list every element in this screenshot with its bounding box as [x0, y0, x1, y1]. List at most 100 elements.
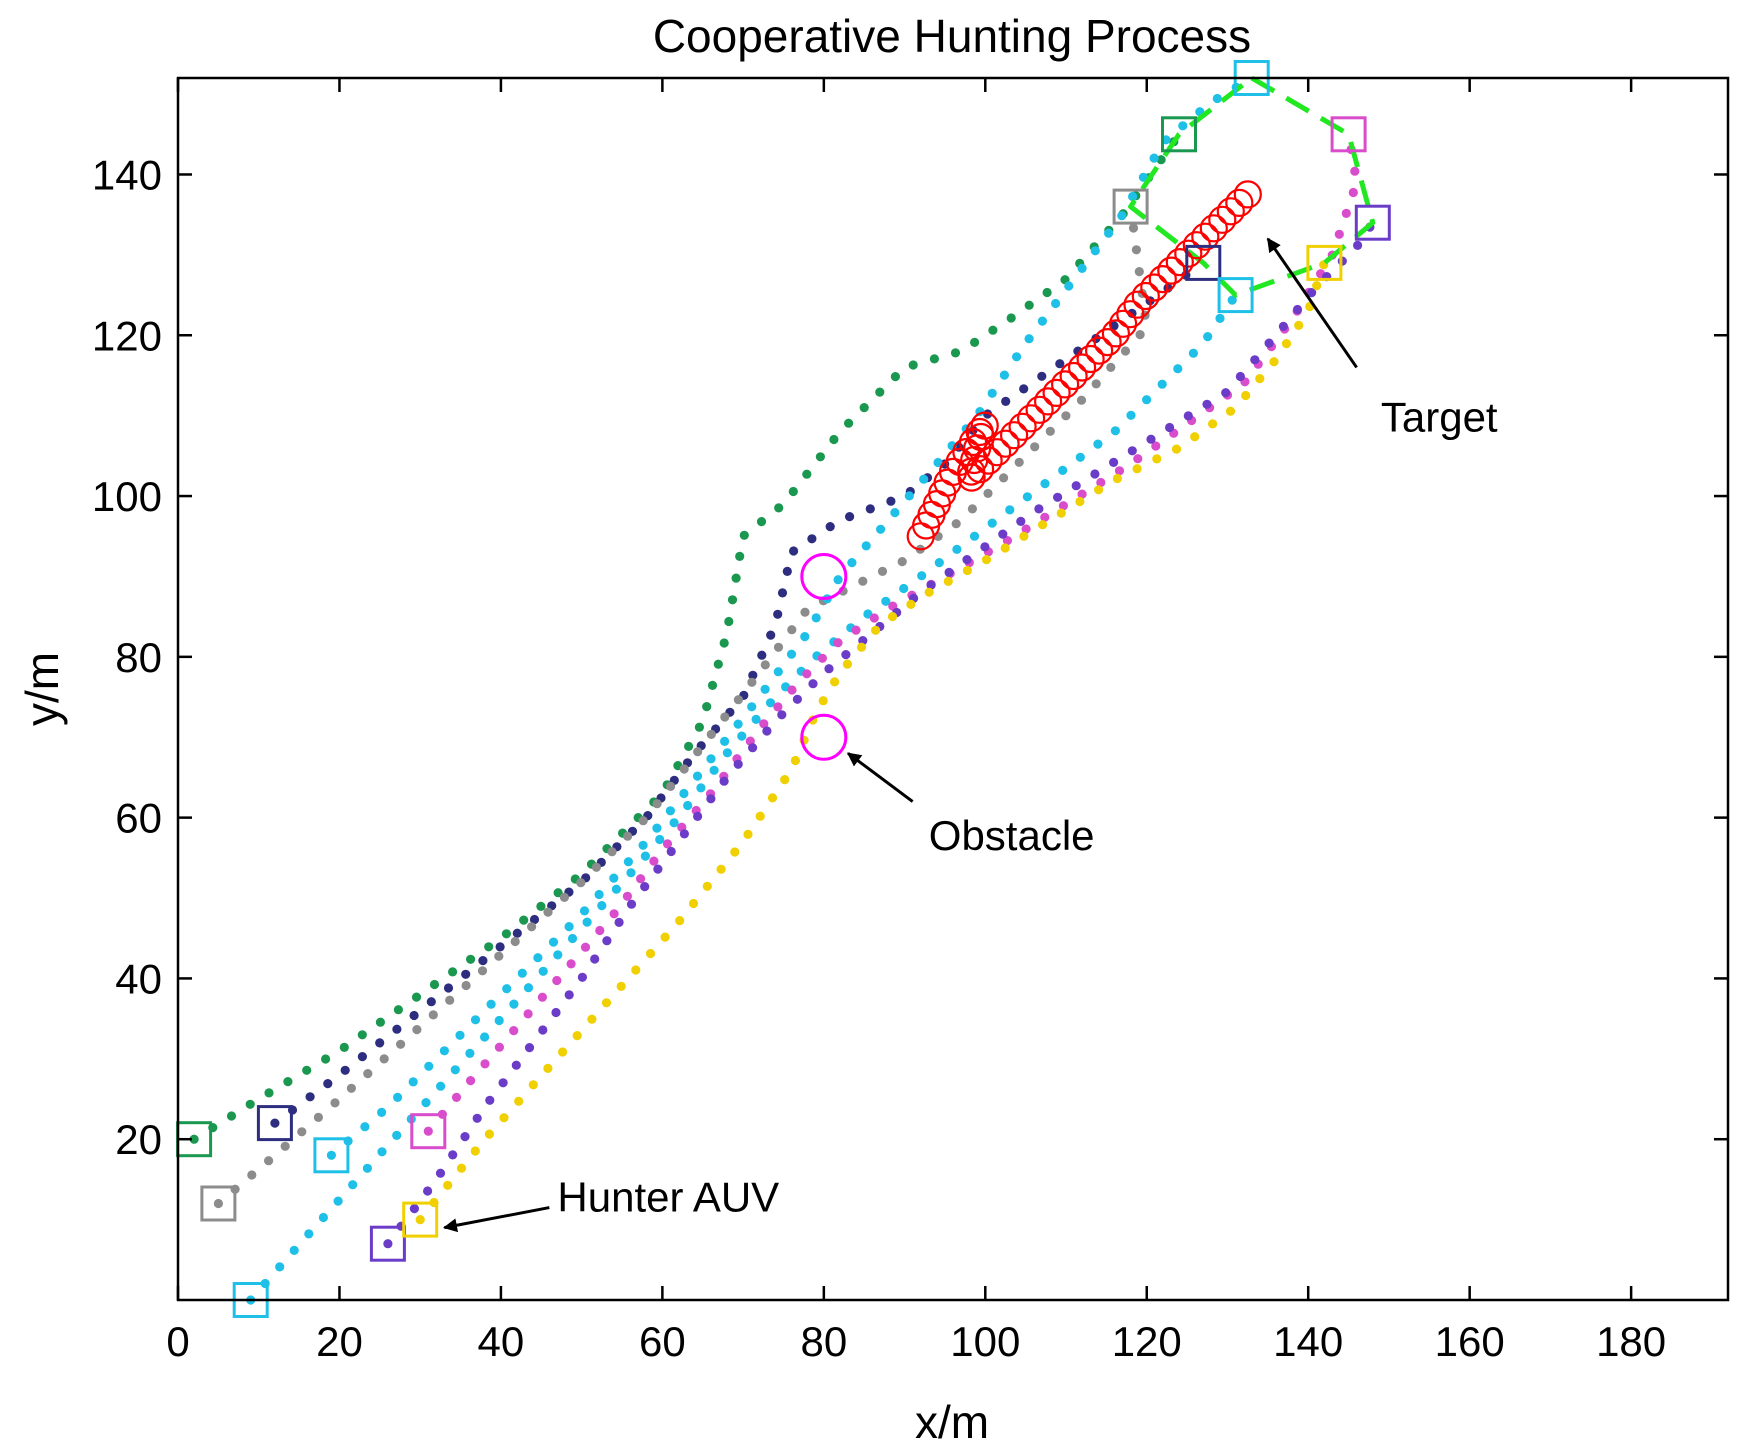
hunter-7-point [543, 1063, 553, 1073]
hunter-7-point [842, 659, 853, 669]
hunter-4-point [626, 868, 636, 878]
hunter-1-point [1055, 359, 1065, 369]
hunter-3-point [1037, 316, 1047, 326]
hunter-7-point [484, 1129, 494, 1139]
hunter-3-point [594, 889, 604, 900]
hunter-6-point [614, 917, 624, 928]
hunter-1-point [270, 1118, 280, 1128]
hunter-1-end-marker [1185, 244, 1222, 281]
hunter-3-point [987, 388, 997, 398]
hunter-4-point [318, 1212, 328, 1223]
hunter-0-point [411, 992, 422, 1002]
hunter-0-point [731, 573, 741, 583]
hunter-2-point [706, 729, 716, 740]
y-tick-label: 60 [115, 795, 162, 842]
target-point [1093, 328, 1122, 357]
target-point [1157, 256, 1186, 285]
hunter-0-point [448, 967, 458, 977]
hunter-5-point [817, 653, 828, 663]
hunter-5-point [1114, 466, 1125, 476]
hunter-0-point [774, 503, 784, 513]
hunter-1-point [777, 588, 788, 598]
hunter-4-point [275, 1262, 285, 1272]
chart-title: Cooperative Hunting Process [653, 10, 1251, 62]
hunter-2-point [720, 712, 730, 722]
axis-ticks: 0 20 40 60 80 100 120 140 160 180 20 40 60 80 100 120 14… [92, 78, 1728, 1365]
hunter-2-point [1091, 379, 1101, 389]
hunter-2-point [951, 519, 961, 529]
hunter-5-point [1133, 454, 1143, 464]
hunter-1-point [305, 1092, 315, 1102]
target-point [1123, 290, 1152, 319]
hunter-3-point [1212, 93, 1222, 104]
target-point [1199, 214, 1228, 243]
hunter-6-point [383, 1239, 393, 1249]
hunter-1-point [789, 546, 799, 556]
encircle-formation-line [1128, 75, 1376, 298]
hunter-1-point [766, 630, 776, 640]
hunter-6-point [1071, 481, 1081, 491]
target-point [1233, 180, 1262, 209]
target-point [938, 457, 968, 486]
hunter-6-point [1034, 504, 1044, 514]
hunter-7-point [1152, 454, 1162, 464]
hunter-6-point [577, 972, 588, 982]
hunter-2-point [638, 816, 648, 826]
hunter-0-point [859, 403, 869, 413]
y-tick-label: 40 [115, 955, 162, 1002]
hunter-3-point [733, 719, 743, 729]
hunter-7-point [1208, 419, 1218, 429]
hunter-5-point [649, 856, 659, 866]
hunter-6-point [1264, 338, 1274, 348]
hunter-7-point [415, 1215, 425, 1225]
hunter-3-point [904, 491, 914, 501]
hunter-0-point [829, 434, 839, 445]
hunter-6-point [472, 1113, 482, 1123]
hunter-7-point [1075, 496, 1085, 507]
hunter-7-point [688, 898, 699, 909]
hunter-5-point [580, 942, 591, 952]
hunter-6-point [626, 899, 637, 909]
hunter-7-point [443, 1180, 453, 1190]
hunter-4-point [1093, 439, 1103, 449]
y-tick-label: 100 [92, 473, 162, 520]
hunter-0-end-marker [1161, 116, 1197, 153]
hunter-5-point [1040, 512, 1050, 522]
target-point [974, 446, 1003, 475]
hunter-4-point [1157, 379, 1167, 389]
hunter-4-point [1142, 395, 1152, 405]
hunter-6-point [926, 580, 936, 590]
hunter-1-point [461, 969, 471, 979]
hunter-5-point [1077, 489, 1087, 499]
target-point [1042, 378, 1071, 407]
hunter-4-point [1203, 332, 1213, 342]
hunter-1-point [1019, 384, 1029, 394]
hunter-0-point [739, 530, 749, 540]
hunter-0-point [815, 452, 826, 462]
hunter-1-point [357, 1052, 367, 1062]
hunter-4-point [1058, 465, 1068, 475]
hunter-1-point [375, 1038, 385, 1048]
hunter-3-point [609, 873, 619, 883]
hunter-0-point [245, 1099, 255, 1109]
hunter-4-point [523, 983, 534, 993]
hunter-3-point [579, 906, 590, 916]
hunter-6-end-marker [1354, 204, 1391, 241]
annotation-1-label: Obstacle [929, 812, 1095, 859]
target-point [1059, 361, 1088, 391]
hunter-1-point [443, 983, 454, 993]
obstacle-0 [800, 552, 848, 600]
hunter-3-point [861, 541, 871, 551]
hunter-6-point [706, 794, 716, 804]
hunter-1-point [865, 504, 875, 514]
target-point [1225, 188, 1254, 217]
hunter-3-point [1064, 281, 1074, 291]
hunter-6-point [748, 743, 758, 753]
hunter-2-point [773, 642, 784, 652]
hunter-6-point [1221, 388, 1231, 398]
hunter-2-point [213, 1198, 223, 1209]
target-point [957, 463, 986, 492]
hunter-0-point [466, 954, 476, 964]
hunter-0-point [264, 1088, 274, 1098]
hunter-2-point [412, 1025, 422, 1035]
